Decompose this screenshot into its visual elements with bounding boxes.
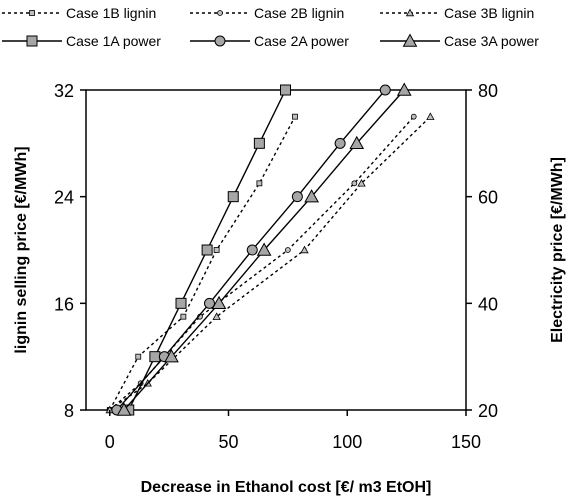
legend-label: Case 3B lignin xyxy=(444,5,534,21)
series-point xyxy=(284,247,291,253)
series-point xyxy=(410,113,417,120)
series-point xyxy=(426,112,435,120)
legend-item: Case 2B lignin xyxy=(190,5,344,21)
series-line xyxy=(109,116,415,411)
plot-frame xyxy=(85,89,467,411)
x-tick-label: 0 xyxy=(105,432,115,452)
series-point xyxy=(164,349,179,363)
series-line xyxy=(109,116,296,411)
series-point xyxy=(246,244,258,256)
y-right-tick-label: 20 xyxy=(478,401,498,421)
legend-marker xyxy=(26,35,38,47)
series-layer xyxy=(105,82,435,416)
series-point xyxy=(256,180,263,187)
y-left-tick-label: 8 xyxy=(64,401,74,421)
legend: Case 1B lignin Case 2B lignin Case 3B lign… xyxy=(2,5,539,49)
legend-label: Case 3A power xyxy=(444,33,539,49)
series-point xyxy=(211,295,227,310)
series-point xyxy=(280,84,291,96)
series-4 xyxy=(123,84,291,416)
series-point xyxy=(175,297,187,309)
x-tick-label: 50 xyxy=(218,432,238,452)
series-point xyxy=(379,84,391,96)
legend-item: Case 3B lignin xyxy=(380,5,534,21)
legend-item: Case 1B lignin xyxy=(2,5,156,21)
plot-area-border xyxy=(85,89,467,411)
x-tick-label: 150 xyxy=(451,432,481,452)
series-6 xyxy=(116,82,412,416)
series-point xyxy=(357,179,366,187)
legend-marker xyxy=(402,33,418,47)
y-right-tick-label: 60 xyxy=(478,188,498,208)
y-axis-left-title: lignin selling price [€/MWh] xyxy=(13,146,30,353)
y-right-tick-label: 80 xyxy=(478,81,498,101)
series-point xyxy=(204,297,215,309)
y-left-tick-label: 16 xyxy=(54,294,74,314)
series-point xyxy=(349,135,365,150)
series-point xyxy=(213,247,220,253)
series-point xyxy=(212,312,221,320)
series-point xyxy=(334,137,346,149)
y-left-tick-label: 24 xyxy=(54,188,74,208)
legend-label: Case 2A power xyxy=(254,33,349,49)
y-right-tick-label: 40 xyxy=(478,294,498,314)
x-tick-label: 100 xyxy=(332,432,362,452)
series-point xyxy=(135,353,142,360)
series-point xyxy=(300,245,309,254)
series-point xyxy=(201,244,213,256)
series-point xyxy=(351,180,358,187)
legend-marker xyxy=(405,8,415,17)
legend-label: Case 1A power xyxy=(66,33,161,49)
series-point xyxy=(256,242,272,256)
y-left-tick-label: 32 xyxy=(54,81,74,101)
legend-label: Case 1B lignin xyxy=(66,5,156,21)
series-point xyxy=(396,82,412,96)
series-point xyxy=(180,313,187,320)
axes-layer: 0 50 100 150 8 16 24 32 20 40 60 80 xyxy=(54,81,498,452)
series-point xyxy=(149,351,161,363)
legend-marker xyxy=(217,10,223,16)
series-point xyxy=(227,191,239,203)
series-point xyxy=(304,189,319,203)
series-5 xyxy=(111,84,391,416)
series-point xyxy=(292,113,298,120)
legend-label: Case 2B lignin xyxy=(254,5,344,21)
series-3 xyxy=(105,112,435,414)
series-line xyxy=(109,116,431,411)
series-point xyxy=(253,137,265,149)
legend-marker xyxy=(214,35,226,47)
legend-item: Case 1A power xyxy=(2,33,161,49)
series-1 xyxy=(106,113,298,413)
series-point xyxy=(291,191,303,203)
legend-marker xyxy=(29,10,35,16)
legend-item: Case 3A power xyxy=(380,33,539,49)
series-point xyxy=(116,402,132,416)
y-axis-right-title: Electricity price [€/MWh] xyxy=(549,157,566,343)
x-axis-title: Decrease in Ethanol cost [€/ m3 EtOH] xyxy=(141,479,432,496)
legend-item: Case 2A power xyxy=(190,33,349,49)
